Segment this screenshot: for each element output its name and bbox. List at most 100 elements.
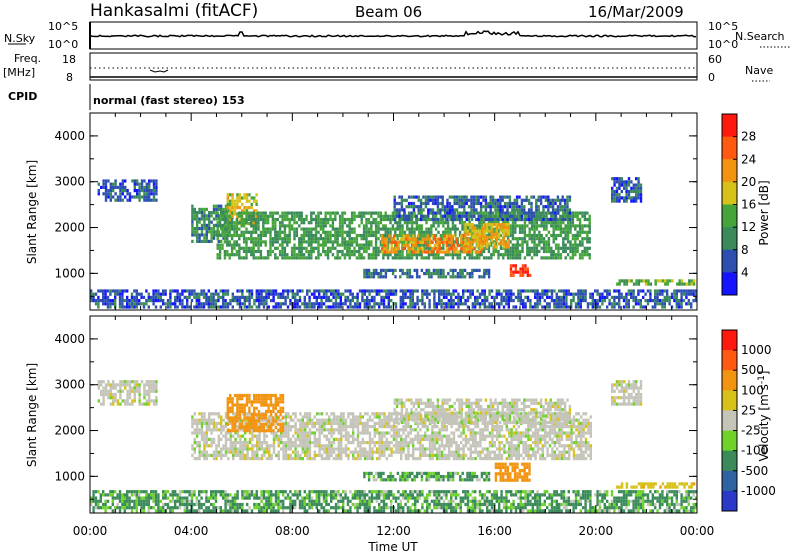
heatmap-cell <box>152 490 155 494</box>
heatmap-cell <box>383 247 386 251</box>
heatmap-cell <box>478 211 481 215</box>
heatmap-cell <box>442 221 445 225</box>
heatmap-cell <box>481 245 484 249</box>
heatmap-cell <box>382 506 386 510</box>
heatmap-cell <box>334 509 338 513</box>
heatmap-cell <box>106 493 110 497</box>
heatmap-cell <box>258 506 261 510</box>
heatmap-cell <box>230 243 234 247</box>
heatmap-cell <box>451 275 455 279</box>
heatmap-cell <box>107 192 110 196</box>
heatmap-cell <box>493 295 496 299</box>
heatmap-cell <box>533 221 536 225</box>
heatmap-cell <box>618 193 621 197</box>
heatmap-cell <box>448 237 451 241</box>
heatmap-cell <box>221 233 224 238</box>
heatmap-cell <box>521 246 524 250</box>
heatmap-cell <box>414 509 417 513</box>
heatmap-cell <box>114 185 117 189</box>
heatmap-cell <box>99 506 102 510</box>
heatmap-cell <box>562 230 565 234</box>
heatmap-cell <box>394 499 398 503</box>
heatmap-cell <box>102 182 105 186</box>
heatmap-cell <box>234 299 237 303</box>
heatmap-cell <box>390 499 393 503</box>
heatmap-cell <box>289 490 292 494</box>
heatmap-cell <box>205 207 208 211</box>
heatmap-cell <box>169 305 172 309</box>
heatmap-cell <box>547 208 550 212</box>
heatmap-cell <box>446 253 450 257</box>
heatmap-cell <box>436 201 440 206</box>
heatmap-cell <box>546 295 549 299</box>
heatmap-cell <box>257 246 260 250</box>
heatmap-cell <box>286 295 290 299</box>
heatmap-cell <box>497 223 501 227</box>
heatmap-cell <box>465 211 468 215</box>
heatmap-cell <box>437 230 440 234</box>
heatmap-cell <box>360 237 363 241</box>
heatmap-cell <box>240 224 243 228</box>
heatmap-cell <box>478 227 481 231</box>
heatmap-cell <box>368 490 371 494</box>
heatmap-cell <box>152 192 156 196</box>
heatmap-cell <box>319 224 323 228</box>
heatmap-cell <box>118 499 122 503</box>
heatmap-cell <box>542 237 546 241</box>
heatmap-cell <box>450 490 453 494</box>
heatmap-cell <box>178 496 182 500</box>
heatmap-cell <box>528 221 531 225</box>
heatmap-cell <box>148 185 151 189</box>
heatmap-cell <box>407 244 410 248</box>
heatmap-cell <box>515 217 519 222</box>
heatmap-cell <box>649 289 652 293</box>
heatmap-cell <box>286 224 289 228</box>
heatmap-cell <box>623 183 626 187</box>
heatmap-cell <box>380 234 384 238</box>
heatmap-cell <box>496 217 500 222</box>
heatmap-cell <box>546 292 549 296</box>
heatmap-cell <box>481 226 484 230</box>
heatmap-cell <box>559 208 562 212</box>
heatmap-cell <box>121 502 124 507</box>
heatmap-cell <box>398 214 401 218</box>
heatmap-cell <box>350 240 354 244</box>
heatmap-cell <box>410 233 414 238</box>
heatmap-cell <box>221 224 224 228</box>
heatmap-cell <box>512 270 515 274</box>
heatmap-cell <box>458 211 462 215</box>
heatmap-cell <box>476 235 479 239</box>
heatmap-cell <box>410 214 413 218</box>
heatmap-cell <box>319 217 323 222</box>
heatmap-cell <box>336 237 339 241</box>
heatmap-cell <box>527 217 531 222</box>
heatmap-cell <box>594 299 597 303</box>
heatmap-cell <box>519 273 522 277</box>
heatmap-cell <box>521 237 524 241</box>
heatmap-cell <box>566 221 570 225</box>
heatmap-cell <box>200 214 204 218</box>
heatmap-cell <box>291 295 294 299</box>
heatmap-cell <box>295 233 299 238</box>
heatmap-cell <box>298 240 301 244</box>
heatmap-cell <box>255 215 258 219</box>
heatmap-cell <box>289 496 292 500</box>
heatmap-cell <box>119 185 122 189</box>
heatmap-cell <box>217 292 220 296</box>
heatmap-cell <box>241 302 244 306</box>
heatmap-cell <box>362 256 366 260</box>
heatmap-cell <box>391 268 395 272</box>
heatmap-cell <box>313 305 316 309</box>
heatmap-cell <box>223 217 227 222</box>
heatmap-cell <box>152 295 155 299</box>
heatmap-cell <box>495 232 498 236</box>
heatmap-cell <box>196 214 199 218</box>
heatmap-cell <box>588 227 591 231</box>
heatmap-cell <box>322 493 326 497</box>
heatmap-cell <box>429 195 432 199</box>
heatmap-cell <box>435 490 438 494</box>
heatmap-cell <box>554 208 557 212</box>
heatmap-cell <box>518 256 522 260</box>
heatmap-cell <box>458 201 461 206</box>
heatmap-cell <box>466 229 470 233</box>
